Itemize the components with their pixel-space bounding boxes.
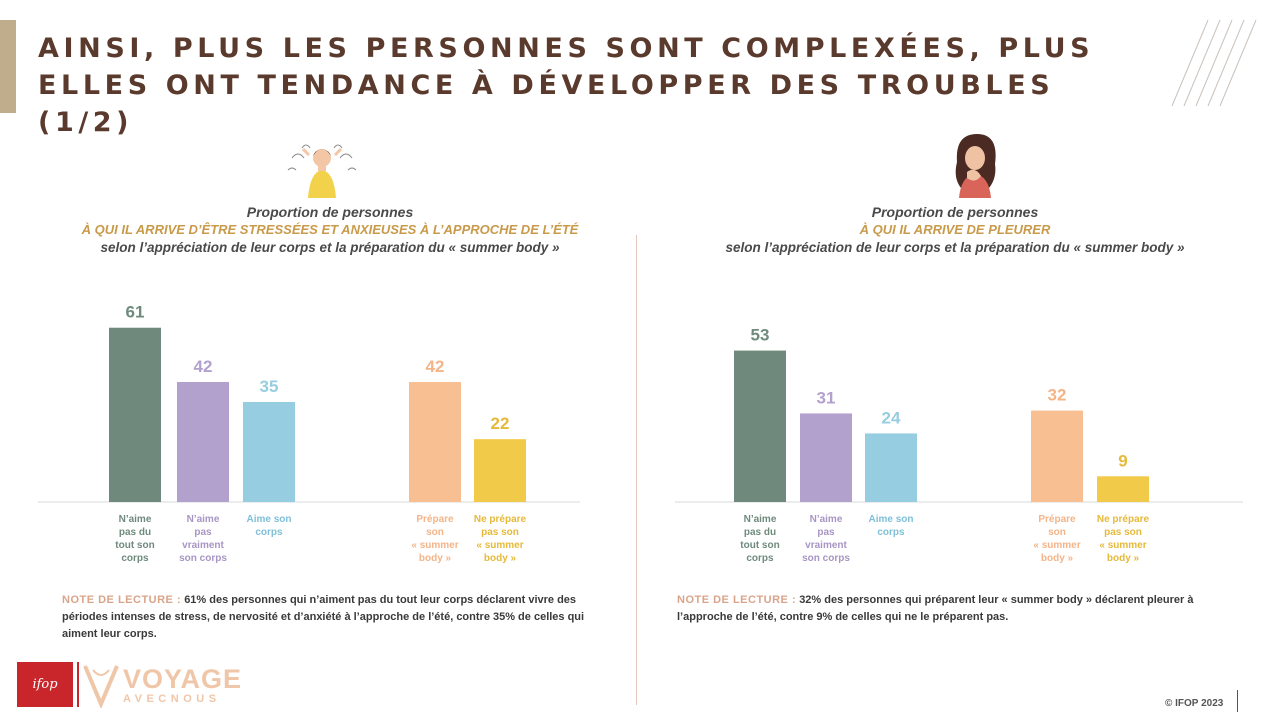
category-label-4-line-3: body » <box>1107 553 1140 564</box>
right-panel: Proportion de personnes À QUI IL ARRIVE … <box>645 0 1265 715</box>
bar-4 <box>1097 476 1149 502</box>
category-label-0-line-1: pas du <box>744 527 776 538</box>
page-title: AINSI, PLUS LES PERSONNES SONT COMPLEXÉE… <box>38 33 1095 138</box>
category-label-1-line-1: pas <box>817 527 835 538</box>
category-label-4: Ne prépare pas son « summer body » <box>1097 514 1150 564</box>
category-label-0-line-2: tout son <box>115 540 154 551</box>
bar-2 <box>865 433 917 502</box>
category-label-3-line-1: son <box>426 527 444 538</box>
panel-divider <box>636 235 637 705</box>
category-label-1-line-0: N’aime <box>187 514 220 525</box>
bar-4 <box>474 439 526 502</box>
bar-1 <box>800 413 852 502</box>
category-label-2: Aime son corps <box>868 514 913 538</box>
left-subtitle-line2: À QUI IL ARRIVE D’ÊTRE STRESSÉES ET ANXI… <box>81 222 579 237</box>
voyage-avecnous-logo: VOYAGE AVECNOUS <box>83 662 283 712</box>
category-label-1-line-3: son corps <box>802 553 850 564</box>
left-note-key: NOTE DE LECTURE : <box>62 594 182 606</box>
right-chart-subtitle: Proportion de personnes À QUI IL ARRIVE … <box>645 203 1265 257</box>
category-label-0-line-2: tout son <box>740 540 779 551</box>
voyage-logo-subword: AVECNOUS <box>123 693 221 705</box>
value-label-0: 53 <box>751 326 770 345</box>
category-label-2-line-1: corps <box>877 527 905 538</box>
left-subtitle-line3: selon l’appréciation de leur corps et la… <box>100 240 560 255</box>
voyage-logo-word: VOYAGE <box>123 664 243 694</box>
category-label-1: N’aime pas vraiment son corps <box>802 514 850 564</box>
category-label-3-line-3: body » <box>419 553 452 564</box>
stressed-person-icon <box>287 144 357 198</box>
decorative-stripes <box>1171 20 1257 107</box>
left-reading-note: NOTE DE LECTURE : 61% des personnes qui … <box>62 592 607 643</box>
category-label-3-line-0: Prépare <box>416 514 454 525</box>
crying-person-icon <box>955 134 996 198</box>
right-subtitle-line1: Proportion de personnes <box>871 204 1039 220</box>
category-label-2-line-0: Aime son <box>246 514 291 525</box>
value-label-2: 24 <box>882 408 901 427</box>
value-label-1: 31 <box>817 388 836 407</box>
ifop-logo: ifop <box>17 662 73 707</box>
category-label-4-line-0: Ne prépare <box>1097 514 1150 525</box>
category-label-4: Ne prépare pas son « summer body » <box>474 514 527 564</box>
category-label-3: Prépare son « summer body » <box>1033 514 1080 564</box>
category-label-4-line-3: body » <box>484 553 517 564</box>
value-label-3: 32 <box>1048 386 1067 405</box>
bar-2 <box>243 402 295 502</box>
right-subtitle-line2: À QUI IL ARRIVE DE PLEURER <box>859 222 1051 237</box>
category-label-4-line-2: « summer <box>1099 540 1146 551</box>
value-label-4: 22 <box>491 414 510 433</box>
category-label-2-line-1: corps <box>255 527 283 538</box>
category-label-3: Prépare son « summer body » <box>411 514 458 564</box>
left-subtitle-line1: Proportion de personnes <box>246 204 414 220</box>
category-label-0-line-0: N’aime <box>744 514 777 525</box>
category-label-0-line-3: corps <box>121 553 149 564</box>
right-subtitle-line3: selon l’appréciation de leur corps et la… <box>725 240 1185 255</box>
bar-1 <box>177 382 229 502</box>
category-label-1-line-0: N’aime <box>810 514 843 525</box>
category-label-1: N’aime pas vraiment son corps <box>179 514 227 564</box>
category-label-4-line-0: Ne prépare <box>474 514 527 525</box>
category-label-1-line-2: vraiment <box>182 540 224 551</box>
category-label-3-line-1: son <box>1048 527 1066 538</box>
category-label-4-line-1: pas son <box>481 527 519 538</box>
category-label-0-line-3: corps <box>746 553 774 564</box>
category-label-3-line-2: « summer <box>1033 540 1080 551</box>
category-label-0: N’aime pas du tout son corps <box>115 514 154 564</box>
left-panel: Proportion de personnes À QUI IL ARRIVE … <box>20 0 640 715</box>
copyright-bar <box>1237 690 1238 712</box>
right-bar-chart: 53 N’aime pas du tout son corps 31 N’aime pas vr… <box>675 326 1243 564</box>
bar-3 <box>1031 410 1083 502</box>
value-label-0: 61 <box>126 303 145 322</box>
voyage-logo-icon <box>83 665 119 708</box>
category-label-2: Aime son corps <box>246 514 291 538</box>
right-note-text: 32% des personnes qui préparent leur « s… <box>677 594 1194 623</box>
category-label-4-line-1: pas son <box>1104 527 1142 538</box>
left-note-text: 61% des personnes qui n’aiment pas du to… <box>62 594 585 640</box>
category-label-3-line-2: « summer <box>411 540 458 551</box>
category-label-1-line-2: vraiment <box>805 540 847 551</box>
copyright-text: © IFOP 2023 <box>1165 698 1224 709</box>
bar-0 <box>734 350 786 502</box>
value-label-1: 42 <box>194 357 213 376</box>
category-label-3-line-0: Prépare <box>1038 514 1076 525</box>
category-label-2-line-0: Aime son <box>868 514 913 525</box>
category-label-1-line-1: pas <box>194 527 212 538</box>
left-chart-subtitle: Proportion de personnes À QUI IL ARRIVE … <box>20 203 640 257</box>
value-label-2: 35 <box>260 377 279 396</box>
value-label-4: 9 <box>1118 451 1127 470</box>
right-note-key: NOTE DE LECTURE : <box>677 594 797 606</box>
left-bar-chart: 61 N’aime pas du tout son corps 42 N’aime pas vr… <box>38 303 580 564</box>
ifop-logo-separator <box>77 662 79 707</box>
category-label-0-line-1: pas du <box>119 527 151 538</box>
category-label-1-line-3: son corps <box>179 553 227 564</box>
category-label-4-line-2: « summer <box>476 540 523 551</box>
right-reading-note: NOTE DE LECTURE : 32% des personnes qui … <box>677 592 1237 626</box>
bar-0 <box>109 327 161 502</box>
category-label-3-line-3: body » <box>1041 553 1074 564</box>
bar-3 <box>409 382 461 502</box>
category-label-0: N’aime pas du tout son corps <box>740 514 779 564</box>
value-label-3: 42 <box>426 357 445 376</box>
category-label-0-line-0: N’aime <box>119 514 152 525</box>
accent-bar <box>0 20 16 113</box>
